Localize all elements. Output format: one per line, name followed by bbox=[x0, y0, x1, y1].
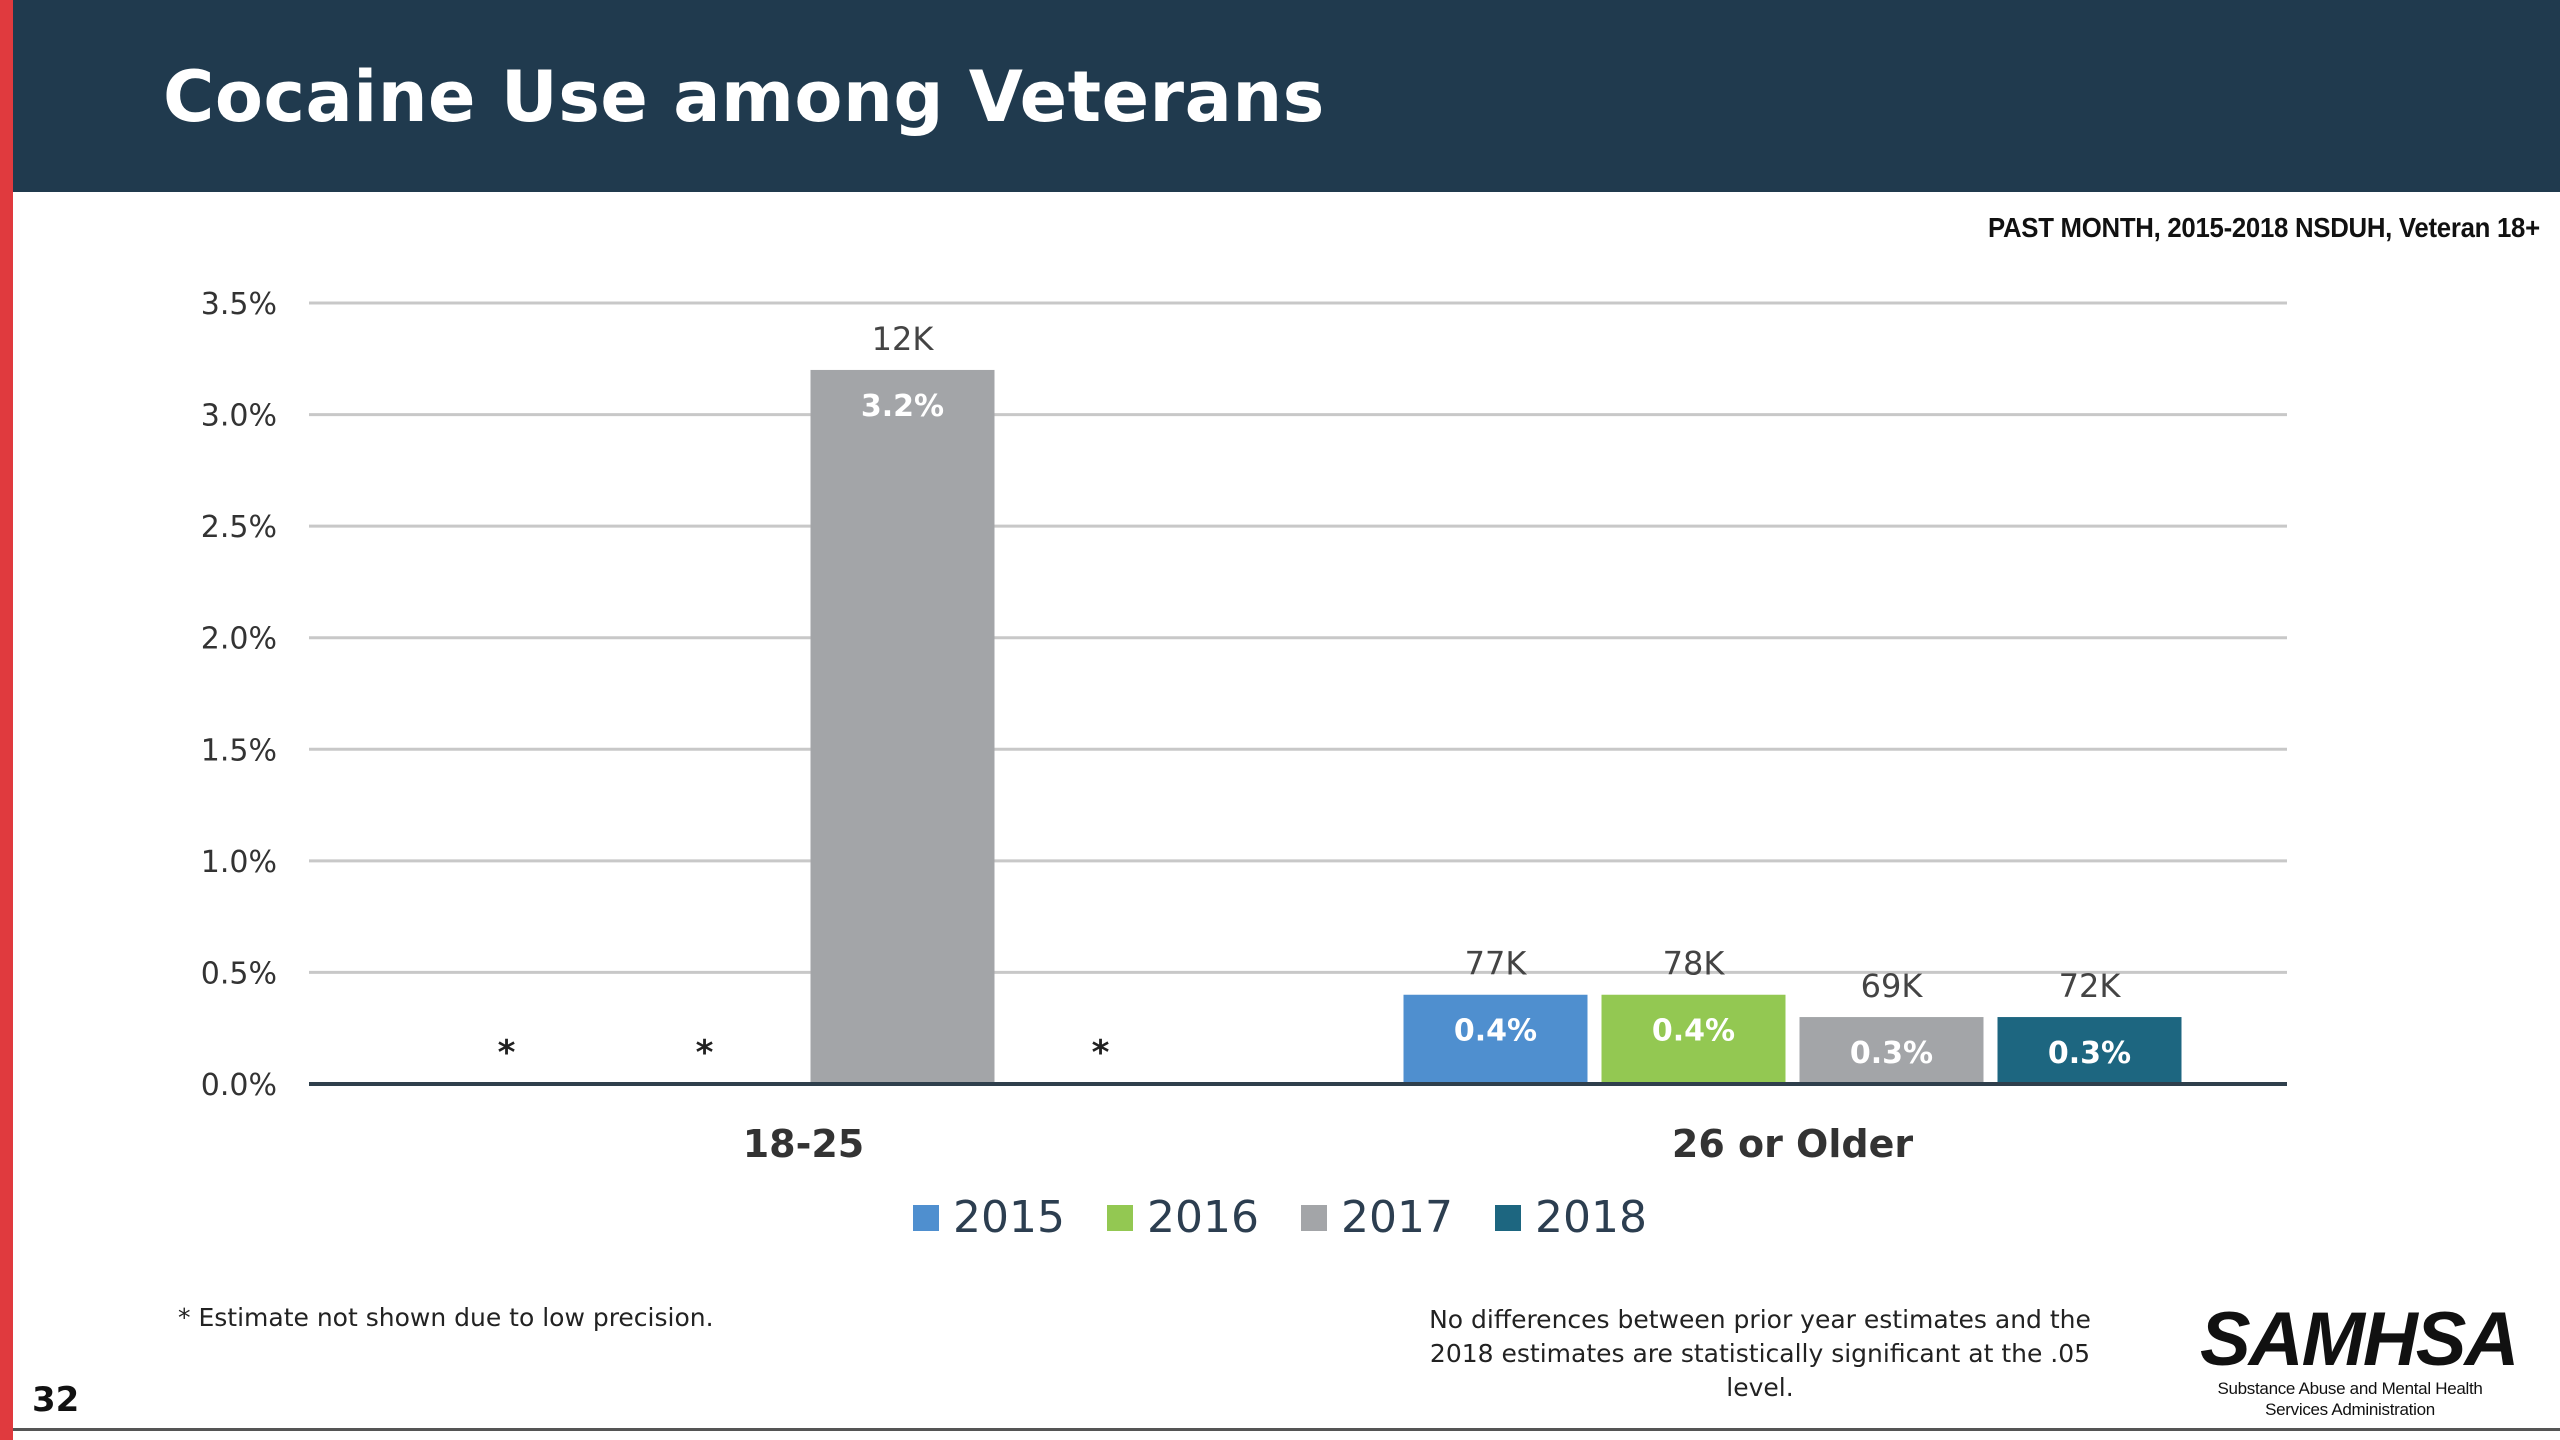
y-tick-label: 3.5% bbox=[201, 287, 277, 322]
legend-label: 2016 bbox=[1147, 1192, 1259, 1243]
legend-swatch bbox=[1494, 1204, 1521, 1231]
y-tick-label: 2.5% bbox=[201, 510, 277, 545]
legend-swatch bbox=[1301, 1204, 1327, 1231]
bar bbox=[1997, 1017, 2182, 1084]
bar-count-label: 69K bbox=[1861, 967, 1924, 1005]
bar-count-label: 77K bbox=[1465, 945, 1528, 983]
legend-item: 2018 bbox=[1494, 1192, 1647, 1243]
y-tick-label: 1.0% bbox=[201, 845, 277, 880]
bar-value-label: 0.3% bbox=[1850, 1036, 1933, 1071]
bar-count-label: 12K bbox=[872, 320, 935, 358]
legend-swatch bbox=[913, 1204, 940, 1231]
accent-bar bbox=[0, 0, 13, 1440]
suppressed-marker: * bbox=[696, 1033, 714, 1073]
bottom-divider bbox=[13, 1428, 2560, 1431]
bar bbox=[1403, 994, 1588, 1084]
suppressed-marker: * bbox=[498, 1033, 516, 1073]
chart-subtitle: PAST MONTH, 2015-2018 NSDUH, Veteran 18+ bbox=[1988, 212, 2540, 243]
x-category-label: 26 or Older bbox=[1672, 1122, 1913, 1166]
bar-value-label: 0.3% bbox=[2048, 1036, 2131, 1071]
legend-swatch bbox=[1107, 1204, 1134, 1231]
footnote-significance: No differences between prior year estima… bbox=[1429, 1305, 2091, 1402]
y-tick-label: 1.5% bbox=[201, 733, 277, 768]
logo-wordmark: SAMHSA bbox=[2200, 1297, 2519, 1382]
bar-value-label: 3.2% bbox=[861, 389, 944, 424]
bar-count-label: 72K bbox=[2059, 967, 2122, 1005]
legend-item: 2017 bbox=[1301, 1192, 1453, 1243]
y-tick-label: 0.0% bbox=[201, 1068, 277, 1103]
bar-count-label: 78K bbox=[1663, 945, 1726, 983]
y-tick-label: 3.0% bbox=[201, 399, 277, 434]
y-tick-label: 0.5% bbox=[201, 956, 277, 991]
legend-label: 2015 bbox=[953, 1192, 1066, 1243]
legend-item: 2016 bbox=[1107, 1192, 1259, 1243]
samhsa-logo: SAMHSA Substance Abuse and Mental Health… bbox=[2200, 1297, 2519, 1420]
footnote-low-precision: * Estimate not shown due to low precisio… bbox=[178, 1303, 714, 1332]
bar-value-label: 0.4% bbox=[1652, 1014, 1735, 1049]
logo-subtext: Substance Abuse and Mental Health Servic… bbox=[2217, 1379, 2483, 1419]
bar bbox=[810, 369, 995, 1084]
x-category-label: 18-25 bbox=[743, 1122, 865, 1166]
legend-label: 2018 bbox=[1534, 1192, 1647, 1243]
page-number: 32 bbox=[32, 1380, 80, 1420]
header: Cocaine Use among Veterans bbox=[13, 0, 2560, 192]
bar bbox=[1799, 1017, 1984, 1084]
y-tick-label: 2.0% bbox=[201, 622, 277, 657]
chart-legend: 2015 2016 2017 2018 bbox=[0, 1192, 2560, 1243]
legend-label: 2017 bbox=[1341, 1192, 1453, 1243]
bar-value-label: 0.4% bbox=[1454, 1014, 1537, 1049]
suppressed-marker: * bbox=[1092, 1033, 1110, 1073]
slide-title: Cocaine Use among Veterans bbox=[163, 56, 1325, 138]
legend-item: 2015 bbox=[913, 1192, 1065, 1243]
bar bbox=[1601, 994, 1786, 1084]
